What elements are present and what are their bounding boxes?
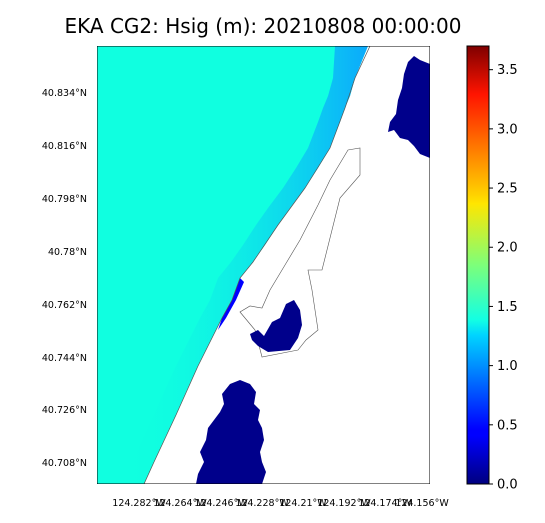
x-tick-label: 124.264°W — [153, 498, 207, 509]
bay-water-patch — [250, 300, 302, 352]
y-tick-label: 40.798°N — [42, 194, 87, 205]
colorbar-ticks: 0.0 0.5 1.0 1.5 2.0 2.5 3.0 3.5 — [489, 63, 518, 493]
y-tick-label: 40.834°N — [42, 88, 87, 99]
x-tick-label: 124.282°W — [112, 498, 166, 509]
x-tick-label: 124.174°W — [358, 498, 412, 509]
colorbar-tick-label: 1.5 — [497, 300, 518, 315]
x-tick-label: 124.246°W — [194, 498, 248, 509]
inland-water-north — [388, 56, 430, 158]
colorbar-tick-label: 2.0 — [497, 241, 518, 256]
map-axes — [97, 46, 430, 484]
x-tick-label: 124.228°W — [235, 498, 289, 509]
y-axis: 40.834°N 40.816°N 40.798°N 40.78°N 40.76… — [42, 88, 87, 469]
colorbar: 0.0 0.5 1.0 1.5 2.0 2.5 3.0 3.5 — [466, 45, 518, 493]
surf-zone-edge — [218, 278, 244, 330]
x-axis: 124.282°W 124.264°W 124.246°W 124.228°W … — [112, 498, 449, 509]
colorbar-tick-label: 1.0 — [497, 359, 518, 374]
nearshore-band — [122, 46, 368, 484]
y-tick-label: 40.726°N — [42, 405, 87, 416]
x-tick-label: 124.21°W — [279, 498, 327, 509]
colorbar-gradient — [466, 45, 490, 485]
inland-water-south — [196, 380, 266, 484]
y-tick-label: 40.708°N — [42, 458, 87, 469]
y-tick-label: 40.78°N — [48, 247, 87, 258]
bay-outline — [239, 147, 361, 358]
colorbar-tick-label: 3.0 — [497, 122, 518, 137]
x-tick-label: 124.192°W — [317, 498, 371, 509]
x-tick-label: 124.156°W — [395, 498, 449, 509]
coastline — [143, 46, 371, 484]
chart-title: EKA CG2: Hsig (m): 20210808 00:00:00 — [65, 14, 462, 38]
y-tick-label: 40.762°N — [42, 300, 87, 311]
colorbar-tick-label: 2.5 — [497, 182, 518, 197]
y-tick-label: 40.744°N — [42, 353, 87, 364]
colorbar-tick-label: 3.5 — [497, 63, 518, 78]
colorbar-tick-label: 0.5 — [497, 418, 518, 433]
colorbar-tick-label: 0.0 — [497, 478, 518, 493]
y-tick-label: 40.816°N — [42, 141, 87, 152]
